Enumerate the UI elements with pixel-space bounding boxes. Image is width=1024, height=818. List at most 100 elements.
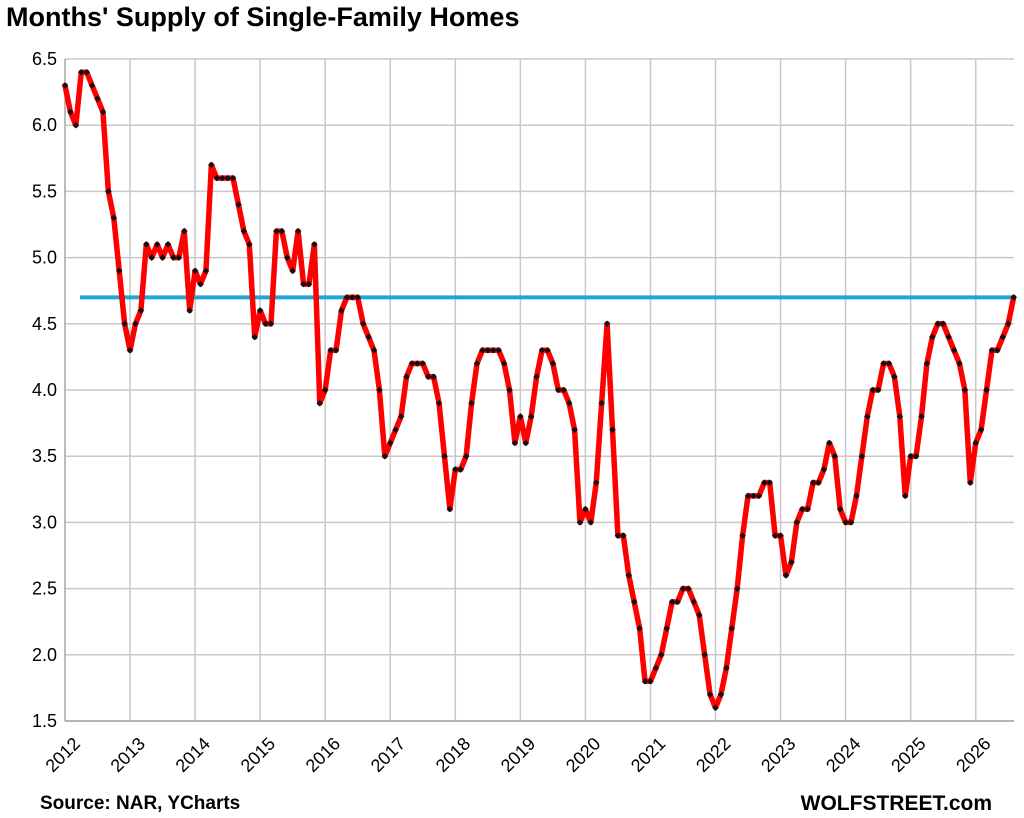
data-point bbox=[972, 439, 979, 447]
data-point bbox=[208, 161, 215, 169]
data-point bbox=[256, 307, 264, 314]
data-point bbox=[609, 426, 616, 433]
data-point bbox=[479, 347, 486, 354]
chart-title: Months' Supply of Single-Family Homes bbox=[6, 2, 520, 32]
data-point bbox=[349, 294, 356, 301]
data-point bbox=[771, 532, 779, 539]
data-point bbox=[625, 572, 633, 579]
data-point bbox=[798, 505, 806, 513]
data-point bbox=[137, 307, 145, 314]
y-tick-label: 2.5 bbox=[32, 579, 57, 599]
data-point bbox=[544, 347, 551, 354]
data-point bbox=[229, 174, 237, 182]
data-point bbox=[999, 333, 1007, 341]
data-point bbox=[820, 466, 828, 473]
data-point bbox=[555, 386, 562, 394]
y-tick-label: 3.5 bbox=[32, 446, 57, 466]
data-point bbox=[343, 294, 351, 301]
data-point bbox=[614, 532, 622, 539]
data-point bbox=[565, 399, 573, 407]
x-tick-label: 2019 bbox=[497, 734, 539, 776]
data-point bbox=[538, 347, 546, 354]
data-point bbox=[359, 320, 367, 328]
data-point bbox=[191, 267, 199, 275]
data-point bbox=[354, 294, 361, 301]
y-tick-label: 6.0 bbox=[32, 115, 57, 135]
data-point bbox=[945, 333, 952, 341]
x-tick-label: 2024 bbox=[822, 734, 864, 776]
data-point bbox=[858, 452, 866, 460]
data-point bbox=[278, 227, 286, 235]
data-point bbox=[956, 360, 963, 367]
data-point bbox=[381, 452, 389, 460]
data-point bbox=[571, 426, 578, 433]
y-tick-label: 5.0 bbox=[32, 248, 57, 268]
data-point bbox=[110, 214, 118, 222]
data-point bbox=[988, 347, 996, 354]
data-point bbox=[218, 174, 226, 182]
data-point bbox=[202, 267, 210, 275]
data-point bbox=[181, 227, 188, 235]
data-point bbox=[132, 320, 139, 328]
data-point bbox=[246, 241, 253, 248]
data-point bbox=[728, 625, 736, 632]
data-point bbox=[143, 241, 150, 248]
data-point bbox=[939, 320, 947, 328]
data-point bbox=[484, 347, 492, 354]
data-point bbox=[869, 386, 876, 394]
data-point bbox=[603, 320, 611, 328]
data-markers bbox=[61, 68, 1017, 712]
data-point bbox=[441, 452, 448, 460]
data-point bbox=[506, 386, 513, 394]
data-point bbox=[197, 280, 204, 288]
data-point bbox=[267, 320, 275, 328]
data-point bbox=[885, 360, 893, 367]
y-tick-label: 3.0 bbox=[32, 512, 57, 532]
y-tick-label: 1.5 bbox=[32, 711, 57, 731]
data-point bbox=[961, 386, 969, 394]
data-point bbox=[826, 439, 833, 447]
data-point bbox=[392, 426, 399, 433]
data-point bbox=[452, 466, 459, 473]
data-point bbox=[99, 108, 107, 116]
data-point bbox=[853, 492, 860, 500]
data-point bbox=[495, 347, 502, 354]
data-point bbox=[284, 254, 291, 261]
data-point bbox=[213, 174, 221, 182]
data-point bbox=[175, 254, 183, 261]
data-point bbox=[712, 704, 719, 712]
x-axis-tick-labels: 2012 2013 2014 2015 2016 2017 2018 2019 2020 2021… bbox=[42, 734, 995, 776]
data-point bbox=[533, 373, 540, 381]
x-tick-label: 2012 bbox=[42, 734, 84, 776]
data-point bbox=[977, 426, 985, 433]
data-point bbox=[880, 360, 887, 367]
x-tick-label: 2017 bbox=[367, 734, 409, 776]
data-point bbox=[983, 386, 990, 394]
data-point bbox=[67, 108, 74, 116]
data-point bbox=[788, 558, 795, 566]
data-point bbox=[316, 399, 324, 407]
data-point bbox=[901, 492, 909, 500]
y-tick-label: 4.5 bbox=[32, 314, 57, 334]
data-point bbox=[918, 413, 925, 420]
data-point bbox=[489, 347, 497, 354]
data-point bbox=[733, 585, 741, 592]
data-point bbox=[652, 664, 660, 672]
data-point bbox=[891, 373, 898, 381]
data-point bbox=[462, 452, 470, 460]
data-point bbox=[78, 68, 85, 76]
x-tick-label: 2026 bbox=[952, 734, 994, 776]
data-point bbox=[874, 386, 882, 394]
data-point bbox=[468, 399, 475, 407]
brand-label: WOLFSTREET.com bbox=[800, 792, 992, 815]
data-point bbox=[186, 307, 193, 314]
data-point bbox=[424, 373, 432, 381]
data-point bbox=[457, 466, 464, 473]
data-point bbox=[170, 254, 177, 261]
data-point bbox=[782, 572, 790, 579]
data-point bbox=[766, 479, 773, 486]
data-point bbox=[815, 479, 822, 486]
data-point bbox=[517, 413, 524, 420]
x-tick-label: 2015 bbox=[237, 734, 279, 776]
